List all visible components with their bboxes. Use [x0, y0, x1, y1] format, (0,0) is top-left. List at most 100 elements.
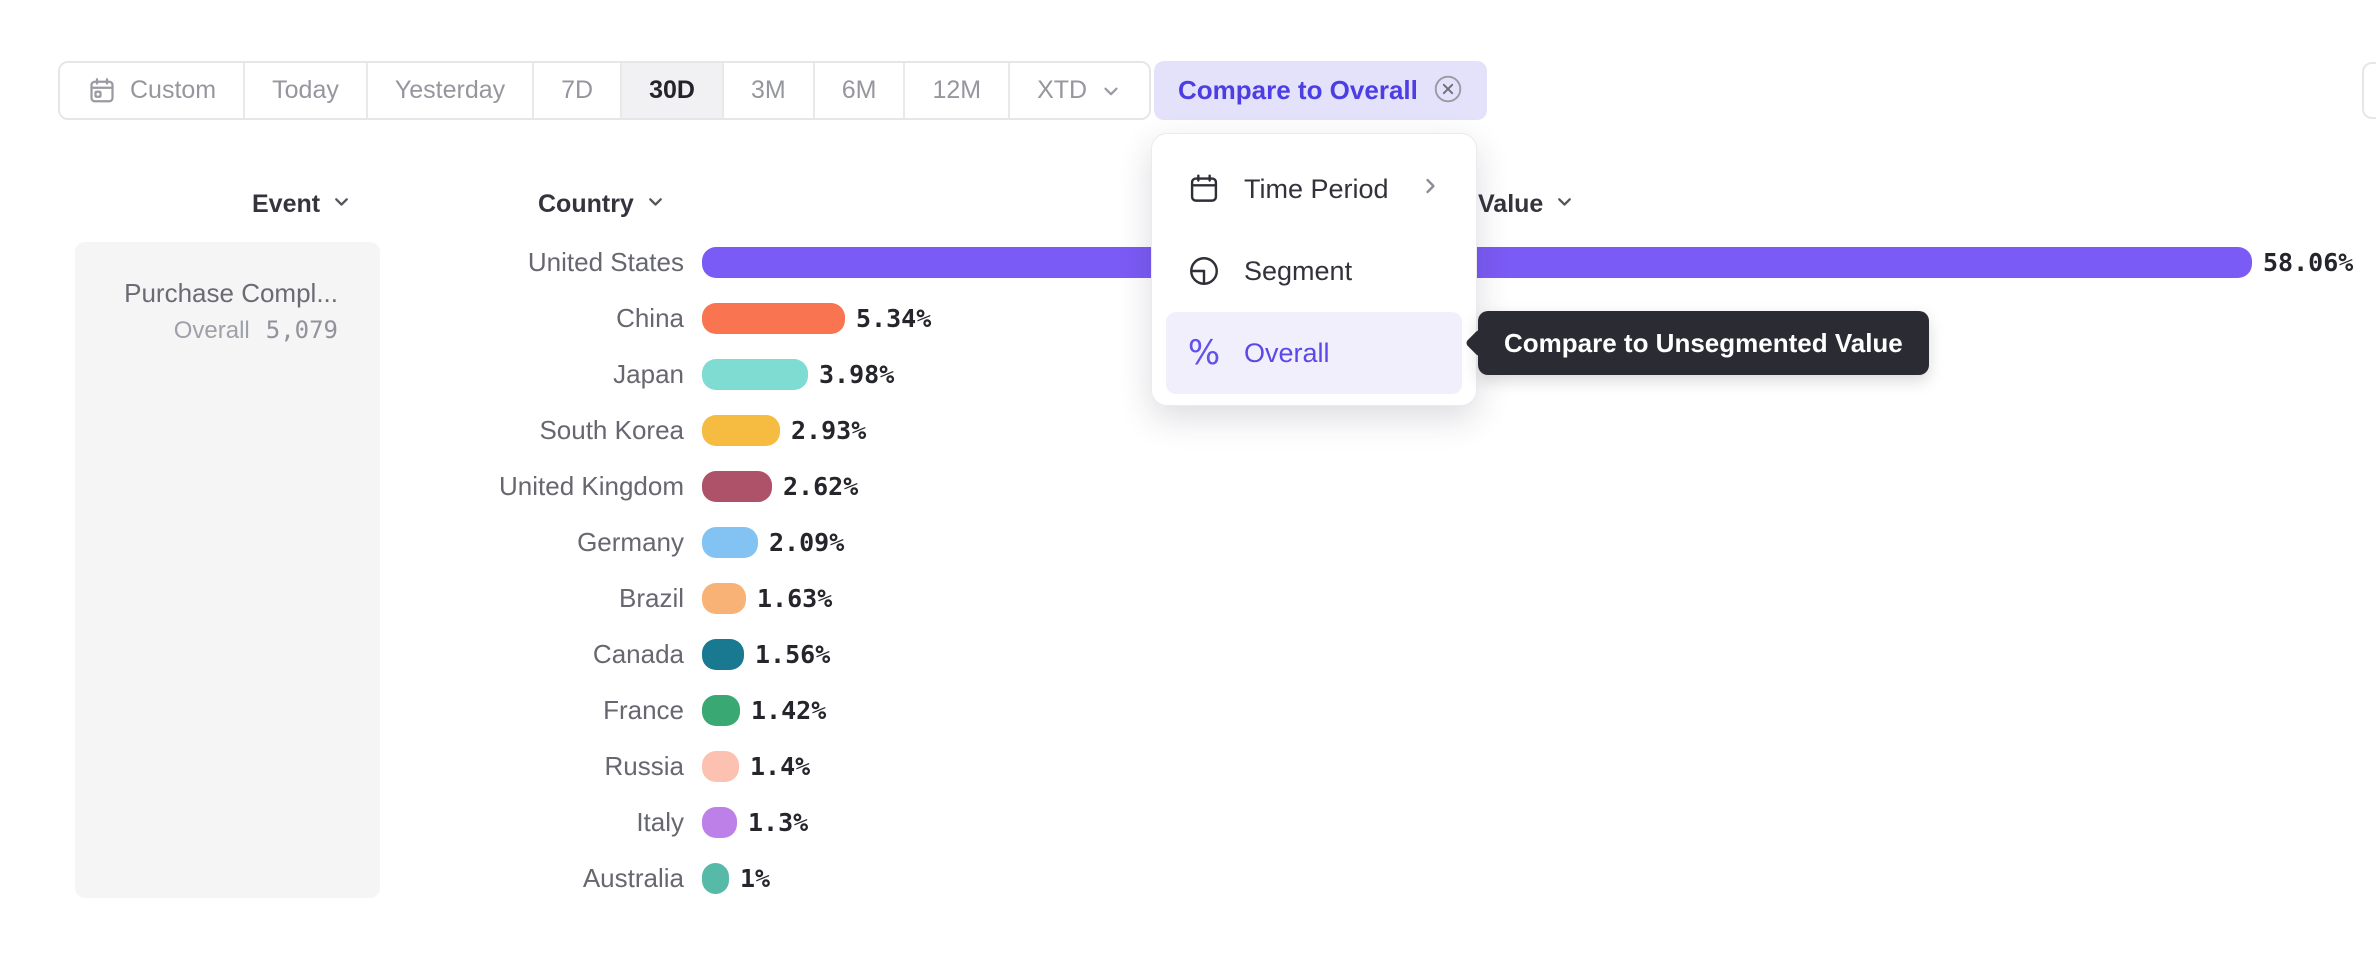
toolbar-item-3m[interactable]: 3M: [723, 63, 815, 118]
country-header-label: Country: [538, 190, 634, 218]
country-label: South Korea: [539, 414, 684, 445]
chevron-down-icon: [1100, 80, 1122, 102]
tooltip: Compare to Unsegmented Value: [1464, 311, 1929, 375]
toolbar-item-label: 6M: [841, 76, 877, 104]
country-bar[interactable]: [702, 582, 746, 614]
country-label: France: [603, 694, 684, 725]
country-value: 2.62%: [783, 471, 859, 501]
remove-comparison-icon[interactable]: [1433, 74, 1463, 107]
country-value: 1.56%: [755, 639, 831, 669]
toolbar-item-today[interactable]: Today: [245, 63, 368, 118]
country-value: 2.09%: [769, 527, 845, 557]
country-label: Italy: [636, 806, 684, 837]
chevron-down-icon: [645, 190, 666, 219]
toolbar-item-7d[interactable]: 7D: [534, 63, 623, 118]
chart-row: China 5.34%: [0, 290, 2376, 346]
toolbar-item-6m[interactable]: 6M: [814, 63, 906, 118]
event-legend-panel[interactable]: Purchase Compl... Overall 5,079: [75, 242, 380, 898]
country-label: Germany: [577, 526, 684, 557]
country-bar[interactable]: [702, 806, 737, 838]
menu-item-label: Time Period: [1244, 173, 1389, 204]
chart-row: Brazil 1.63%: [0, 570, 2376, 626]
chart-row: Germany 2.09%: [0, 514, 2376, 570]
country-bar[interactable]: [702, 414, 780, 446]
country-value: 1%: [740, 863, 771, 893]
country-label: Australia: [582, 862, 684, 893]
tooltip-text: Compare to Unsegmented Value: [1504, 327, 1903, 358]
country-column-header[interactable]: Country: [538, 190, 666, 219]
toolbar-item-label: 12M: [932, 76, 982, 104]
event-header-label: Event: [252, 190, 321, 218]
overall-label: Overall: [173, 317, 250, 344]
chevron-right-icon: [1418, 174, 1442, 205]
overall-value: 5,079: [265, 316, 338, 344]
country-value: 3.98%: [819, 359, 895, 389]
chart-row: Japan 3.98%: [0, 346, 2376, 402]
chart-row: United Kingdom 2.62%: [0, 458, 2376, 514]
toolbar-item-yesterday[interactable]: Yesterday: [367, 63, 535, 118]
toolbar-item-custom[interactable]: Custom: [60, 63, 246, 118]
segment-icon: [1186, 254, 1222, 288]
country-bar[interactable]: [702, 638, 744, 670]
country-bar[interactable]: [702, 302, 845, 334]
toolbar-item-label: Today: [272, 76, 339, 104]
country-label: United Kingdom: [499, 470, 684, 501]
chart-rows: United States 58.06% China 5.34% Japan 3.98% S…: [0, 234, 2376, 906]
country-bar[interactable]: [702, 246, 2252, 278]
country-value: 1.63%: [757, 583, 833, 613]
country-bar[interactable]: [702, 750, 739, 782]
value-header-label: Value: [1478, 190, 1544, 218]
chart-row: Canada 1.56%: [0, 626, 2376, 682]
country-label: United States: [527, 246, 684, 277]
toolbar-item-label: 3M: [750, 76, 786, 104]
chart-row: Australia 1%: [0, 850, 2376, 906]
toolbar-item-label: XTD: [1037, 76, 1088, 104]
calendar-icon: [1186, 172, 1222, 206]
country-label: Canada: [592, 638, 684, 669]
country-bar[interactable]: [702, 862, 729, 894]
chart-row: United States 58.06%: [0, 234, 2376, 290]
compare-chip-label: Compare to Overall: [1178, 75, 1418, 105]
country-label: China: [616, 302, 684, 333]
chart-row: South Korea 2.93%: [0, 402, 2376, 458]
time-range-toolbar: Custom Today Yesterday 7D 30D 3M 6M 12M …: [58, 61, 1152, 120]
country-bar[interactable]: [702, 526, 758, 558]
country-value: 1.42%: [751, 695, 827, 725]
toolbar-item-30d[interactable]: 30D: [622, 63, 724, 118]
country-label: Brazil: [618, 582, 684, 613]
calendar-icon: [87, 76, 117, 106]
country-label: Japan: [613, 358, 684, 389]
chart-row: France 1.42%: [0, 682, 2376, 738]
partial-button[interactable]: [2362, 62, 2376, 119]
compare-dropdown-menu: Time Period Segment % Overall: [1151, 133, 1477, 406]
toolbar-item-label: 30D: [649, 76, 695, 104]
menu-item-overall[interactable]: % Overall: [1166, 312, 1462, 394]
chevron-down-icon: [1554, 190, 1575, 219]
menu-item-segment[interactable]: Segment: [1166, 230, 1462, 312]
country-value: 1.4%: [750, 751, 811, 781]
percent-icon: %: [1187, 333, 1221, 373]
value-column-header[interactable]: Value: [1478, 190, 1575, 219]
menu-item-time-period[interactable]: Time Period: [1166, 148, 1462, 230]
menu-item-label: Overall: [1244, 337, 1330, 368]
chevron-down-icon: [331, 190, 352, 219]
event-name: Purchase Compl...: [124, 278, 338, 308]
event-column-header[interactable]: Event: [252, 190, 352, 219]
toolbar-item-xtd[interactable]: XTD: [1010, 63, 1150, 118]
toolbar-item-12m[interactable]: 12M: [905, 63, 1011, 118]
country-value: 5.34%: [856, 303, 932, 333]
country-value: 1.3%: [748, 807, 809, 837]
compare-to-overall-chip[interactable]: Compare to Overall: [1154, 61, 1487, 120]
chart-row: Russia 1.4%: [0, 738, 2376, 794]
country-bar[interactable]: [702, 470, 772, 502]
toolbar-item-label: Custom: [130, 76, 217, 104]
chart-row: Italy 1.3%: [0, 794, 2376, 850]
country-bar[interactable]: [702, 694, 740, 726]
toolbar-item-label: Yesterday: [394, 76, 506, 104]
country-value: 2.93%: [791, 415, 867, 445]
country-bar[interactable]: [702, 358, 808, 390]
country-value: 58.06%: [2263, 247, 2354, 277]
menu-item-label: Segment: [1244, 255, 1353, 286]
country-label: Russia: [604, 750, 684, 781]
toolbar-item-label: 7D: [561, 76, 594, 104]
